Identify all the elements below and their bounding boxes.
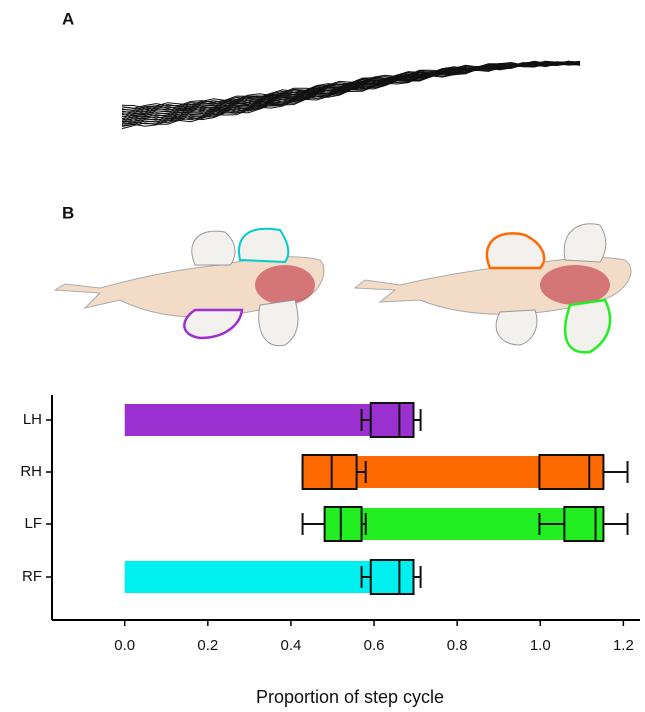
- trajectories: [121, 60, 581, 130]
- y-tick-label: LF: [24, 515, 42, 532]
- box: [323, 506, 363, 542]
- x-tick-label: 0.6: [364, 637, 385, 654]
- x-tick-label: 1.2: [613, 637, 634, 654]
- trajectory: [121, 61, 581, 114]
- trajectory: [121, 61, 581, 127]
- panel-label: A: [62, 9, 74, 28]
- box: [369, 559, 415, 595]
- x-tick-label: 0.2: [197, 637, 218, 654]
- trajectory: [121, 60, 581, 117]
- x-tick-label: 0.0: [114, 637, 135, 654]
- y-tick-label: LH: [23, 411, 42, 428]
- trajectory: [121, 61, 581, 125]
- panel-label: B: [62, 203, 74, 222]
- x-tick-label: 0.4: [281, 637, 302, 654]
- x-tick-label: 0.8: [447, 637, 468, 654]
- x-axis-label: Proportion of step cycle: [256, 687, 444, 707]
- salamander-right: [353, 223, 632, 354]
- box: [563, 506, 605, 542]
- y-tick-label: RF: [22, 568, 42, 585]
- salamander-left: [53, 227, 325, 347]
- y-tick-label: RH: [20, 463, 42, 480]
- trajectory: [121, 61, 581, 130]
- trajectory: [121, 61, 581, 121]
- box: [538, 454, 605, 490]
- trajectory: [121, 60, 581, 127]
- box: [301, 454, 358, 490]
- x-tick-label: 1.0: [530, 637, 551, 654]
- box: [369, 402, 415, 438]
